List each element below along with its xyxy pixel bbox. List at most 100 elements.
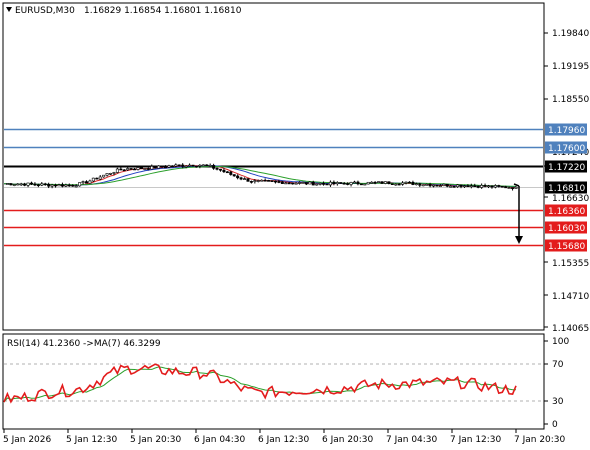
candle-body: [497, 185, 501, 187]
price-tick: 1.14065: [552, 324, 589, 334]
candle-body: [342, 182, 346, 185]
candle-body: [511, 187, 515, 189]
candle-body: [81, 181, 85, 183]
candle-body: [456, 184, 460, 188]
candle-body: [452, 185, 456, 188]
candle-body: [311, 181, 315, 186]
candle-body: [284, 182, 288, 185]
candle-body: [232, 174, 236, 177]
candle-body: [9, 183, 13, 186]
candle-body: [205, 164, 209, 167]
level-label: 1.17960: [548, 126, 585, 136]
moving-average-line: [3, 165, 517, 187]
candle-body: [105, 173, 109, 176]
candle-body: [12, 184, 16, 186]
candle-body: [390, 183, 394, 185]
candle-body: [215, 168, 219, 170]
candle-body: [84, 181, 88, 184]
candle-body: [47, 184, 51, 187]
candle-body: [78, 182, 82, 187]
candle-body: [421, 184, 425, 187]
candle-body: [277, 181, 281, 183]
candle-body: [339, 182, 343, 184]
candle-body: [260, 179, 264, 182]
candle-body: [287, 182, 291, 185]
candle-body: [119, 168, 123, 171]
candle-body: [308, 181, 312, 185]
level-label-box: [545, 204, 587, 217]
candle-body: [5, 183, 9, 185]
candle-body: [167, 165, 171, 168]
candle-body: [414, 183, 418, 186]
candle-body: [67, 184, 71, 187]
time-tick: 7 Jan 20:30: [514, 435, 566, 445]
candle-body: [26, 182, 30, 186]
level-label-box: [545, 239, 587, 252]
candle-body: [109, 173, 113, 175]
candle-body: [325, 183, 329, 186]
candle-body: [88, 180, 92, 184]
candle-body: [150, 166, 154, 170]
rsi-tick: 100: [552, 337, 569, 347]
candle-body: [71, 184, 75, 187]
candle-body: [229, 171, 233, 175]
candle-body: [480, 185, 484, 188]
candle-body: [57, 184, 61, 187]
candle-body: [366, 181, 370, 185]
candle-body: [115, 168, 119, 173]
candle-body: [490, 185, 494, 188]
dropdown-triangle-icon[interactable]: [6, 7, 12, 12]
candle-body: [270, 180, 274, 182]
candle-body: [507, 187, 511, 189]
candle-body: [188, 164, 192, 167]
price-tick: 1.16630: [552, 194, 589, 204]
candle-body: [332, 181, 336, 185]
level-label: 1.17220: [548, 163, 585, 173]
level-label: 1.16360: [548, 207, 585, 217]
level-label: 1.15680: [548, 242, 585, 252]
candle-body: [208, 165, 212, 167]
rsi-line: [3, 363, 517, 404]
candle-body: [225, 171, 229, 174]
candle-body: [160, 165, 164, 168]
candle-body: [466, 185, 470, 188]
candle-body: [280, 181, 284, 184]
candle-body: [397, 183, 401, 186]
candle-body: [174, 164, 178, 167]
candle-body: [33, 183, 37, 186]
candle-body: [98, 176, 102, 180]
level-label: 1.17600: [548, 144, 585, 154]
candle-body: [504, 186, 508, 189]
price-tick: 1.15355: [552, 259, 589, 269]
candle-body: [346, 183, 350, 185]
candle-body: [23, 183, 27, 186]
candle-body: [407, 181, 411, 184]
ohlc-values: 1.16829 1.16854 1.16801 1.16810: [84, 6, 242, 16]
time-tick: 6 Jan 04:30: [194, 435, 246, 445]
candle-body: [383, 181, 387, 184]
level-label: 1.16810: [548, 184, 585, 194]
candle-body: [363, 183, 367, 186]
candle-body: [322, 183, 326, 185]
candle-body: [40, 183, 44, 186]
candle-body: [500, 185, 504, 188]
candle-body: [201, 164, 205, 167]
candle-body: [273, 180, 277, 183]
price-tick: 1.14710: [552, 292, 589, 302]
candle-body: [91, 177, 95, 182]
candle-body: [359, 183, 363, 186]
candle-body: [404, 181, 408, 184]
candle-body: [328, 181, 332, 186]
candle-body: [445, 183, 449, 187]
projection-arrow: [513, 183, 523, 244]
candle-body: [487, 185, 491, 188]
candle-body: [377, 181, 381, 183]
candle-body: [243, 178, 247, 180]
candle-body: [112, 172, 116, 174]
candle-body: [191, 164, 195, 167]
level-label-box: [545, 141, 587, 154]
candle-body: [95, 177, 99, 180]
time-tick: 7 Jan 04:30: [386, 435, 438, 445]
candle-body: [143, 168, 147, 170]
